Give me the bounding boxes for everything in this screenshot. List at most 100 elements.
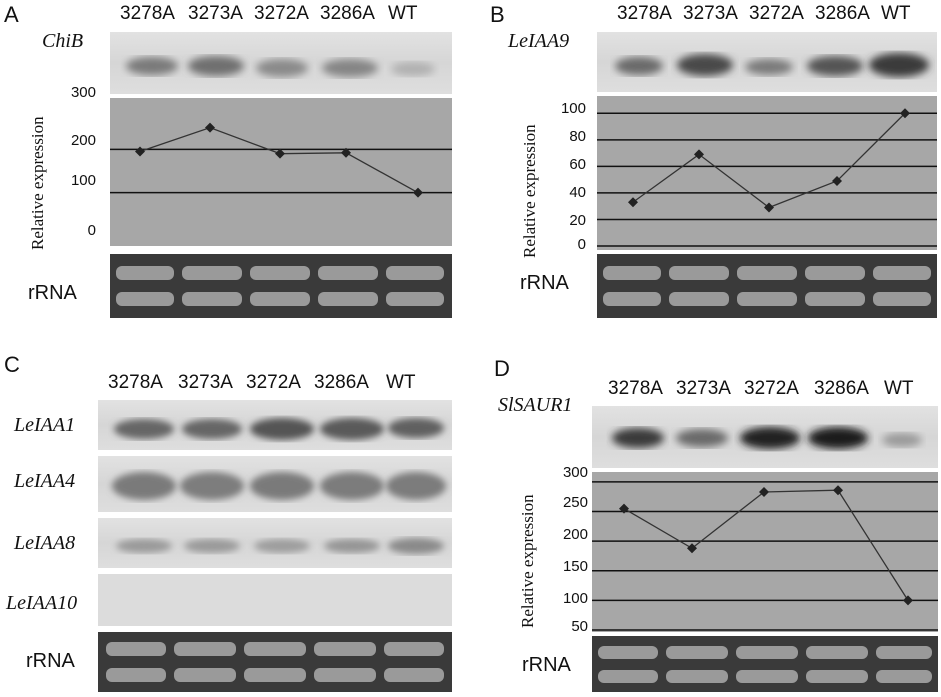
- line-chart-a: [110, 98, 452, 246]
- rrna-band: [666, 646, 728, 659]
- rrna-band: [250, 292, 310, 306]
- gene-label-leiaa9: LeIAA9: [508, 30, 570, 52]
- rrna-band: [182, 266, 242, 280]
- blot-band: [615, 57, 663, 75]
- y-tick-label: 300: [70, 84, 96, 101]
- blot-band: [391, 62, 435, 76]
- series-line: [139, 126, 419, 194]
- rrna-band: [669, 292, 729, 306]
- y-tick-label: 200: [562, 526, 588, 543]
- rrna-gel-d: [592, 636, 938, 692]
- rrna-label-a: rRNA: [28, 282, 77, 304]
- rrna-band: [314, 642, 376, 656]
- rrna-band: [603, 266, 661, 280]
- rrna-band: [669, 266, 729, 280]
- blot-band: [320, 472, 384, 500]
- rrna-band: [250, 266, 310, 280]
- rrna-band: [598, 670, 658, 683]
- rrna-band: [876, 670, 932, 683]
- y-tick-label: 50: [571, 618, 588, 635]
- northern-blot-leiaa8: [98, 518, 452, 568]
- rrna-band: [876, 646, 932, 659]
- lane-label: 3286A: [815, 3, 870, 24]
- rrna-band: [314, 668, 376, 682]
- rrna-band: [174, 668, 236, 682]
- lane-label: WT: [388, 3, 418, 24]
- blot-band: [882, 433, 922, 447]
- y-tick-label: 0: [577, 236, 586, 253]
- rrna-bands-c: [106, 642, 444, 682]
- lane-label: 3272A: [749, 3, 804, 24]
- y-tick-label: 150: [562, 558, 588, 575]
- rrna-band: [737, 266, 797, 280]
- rrna-band: [736, 670, 798, 683]
- data-point: [275, 148, 285, 159]
- data-point: [764, 202, 774, 213]
- rrna-band: [116, 266, 174, 280]
- data-point: [833, 485, 843, 496]
- data-point: [205, 122, 215, 133]
- rrna-gel-a: [110, 254, 452, 318]
- y-tick-label: 0: [87, 222, 96, 239]
- rrna-band: [318, 292, 378, 306]
- line-chart-d: [592, 472, 938, 632]
- blot-band: [254, 539, 310, 553]
- gene-label-leiaa1: LeIAA1: [14, 414, 76, 436]
- northern-blot-leiaa4: [98, 456, 452, 512]
- data-point: [341, 147, 351, 158]
- line-chart-svg-b: [597, 108, 937, 247]
- rrna-gel-c: [98, 632, 452, 692]
- blot-band: [180, 472, 244, 500]
- y-tick-label: 40: [569, 184, 586, 201]
- data-point: [135, 146, 145, 157]
- rrna-band: [603, 292, 661, 306]
- lane-label: 3273A: [683, 3, 738, 24]
- data-point: [628, 197, 638, 208]
- rrna-band: [386, 266, 444, 280]
- line-chart-b: [597, 96, 937, 250]
- rrna-band: [737, 292, 797, 306]
- blot-bands-d: [612, 427, 922, 449]
- blot-band: [116, 539, 172, 553]
- blot-band: [250, 418, 314, 440]
- blot-band: [386, 472, 446, 500]
- lane-label: 3278A: [120, 3, 175, 24]
- data-point: [694, 149, 704, 160]
- blot-band: [188, 56, 244, 76]
- rrna-bands-d: [598, 646, 932, 683]
- rrna-band: [873, 266, 931, 280]
- rrna-bands-b: [603, 266, 931, 306]
- lane-label: WT: [386, 372, 416, 393]
- rrna-band: [384, 668, 444, 682]
- rrna-label-d: rRNA: [522, 654, 571, 676]
- rrna-band: [116, 292, 174, 306]
- y-tick-label: 100: [562, 590, 588, 607]
- lane-label: WT: [881, 3, 911, 24]
- northern-blot-leiaa10: [98, 574, 452, 626]
- line-chart-svg-a: [110, 122, 452, 198]
- gene-label-leiaa4: LeIAA4: [14, 470, 76, 492]
- rrna-band: [873, 292, 931, 306]
- blot-band: [320, 418, 384, 440]
- northern-blot-chib: [110, 32, 452, 94]
- lane-label: 3273A: [676, 378, 731, 399]
- lane-label: 3272A: [246, 372, 301, 393]
- data-point: [759, 486, 769, 497]
- rrna-band: [318, 266, 378, 280]
- rrna-band: [244, 668, 306, 682]
- line-chart-svg-d: [592, 481, 938, 631]
- gene-label-slsaur1: SlSAUR1: [498, 394, 573, 416]
- rrna-band: [174, 642, 236, 656]
- rrna-band: [666, 670, 728, 683]
- y-axis-label-a: Relative expression: [28, 116, 47, 250]
- lane-label: 3286A: [814, 378, 869, 399]
- blot-band: [324, 539, 380, 553]
- rrna-band: [598, 646, 658, 659]
- blot-band: [256, 59, 308, 77]
- rrna-band: [806, 646, 868, 659]
- rrna-label-c: rRNA: [26, 650, 75, 672]
- y-tick-label: 100: [560, 100, 586, 117]
- rrna-bands-a: [116, 266, 444, 306]
- blot-band: [322, 59, 378, 77]
- blot-band: [388, 538, 444, 554]
